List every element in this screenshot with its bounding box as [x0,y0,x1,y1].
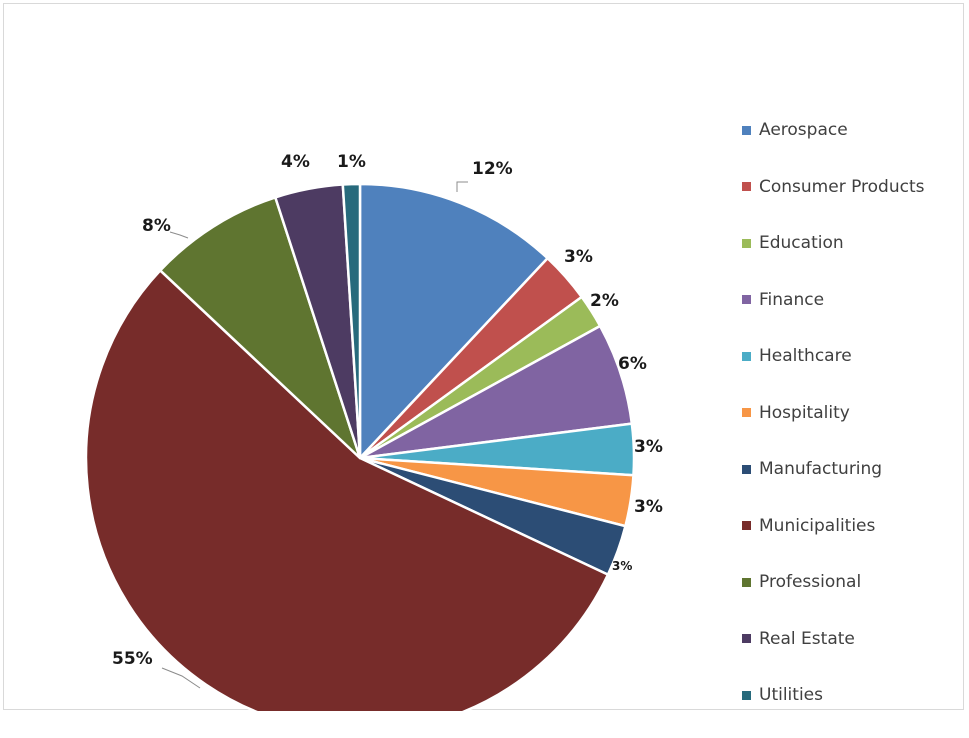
legend-label: Healthcare [759,346,852,366]
legend-label: Finance [759,289,825,310]
legend-swatch [742,464,751,474]
data-label-manufacturing: 3% [612,559,632,573]
legend-label: Professional [759,572,862,592]
data-label-aerospace: 12% [472,159,513,179]
legend-item-aerospace: Aerospace [742,118,848,142]
legend-label: Education [759,233,844,253]
legend-label: Aerospace [759,120,848,140]
pie-slice-professional [159,196,362,460]
leader-line-aerospace [456,181,468,192]
leader-line-professional [169,231,189,239]
legend-label: Utilities [759,685,823,705]
data-label-utilities: 1% [337,152,366,172]
legend-item-real-estate: Real Estate [742,627,855,651]
pie-chart: 12% 3% 2% 6% 3% 3% 3% 55% 8% 4% 1% [84,152,663,711]
legend-swatch [742,690,751,700]
legend-item-municipalities: Municipalities [742,514,875,538]
legend-item-professional: Professional [742,570,861,594]
legend-swatch [742,634,751,643]
legend-swatch [742,351,751,361]
leader-line-municipalities [161,667,201,689]
data-label-professional: 8% [142,216,171,236]
legend-item-consumer-products: Consumer Products [742,175,925,199]
legend-label: Consumer Products [759,176,925,197]
pie-slice-aerospace [358,182,549,460]
data-label-finance: 6% [618,354,647,374]
legend-swatch [742,295,751,304]
legend-swatch [742,182,751,191]
leader-lines [161,181,468,689]
chart-area: 12% 3% 2% 6% 3% 3% 3% 55% 8% 4% 1% Aerospace Consum… [3,3,964,711]
legend-label: Hospitality [759,402,850,423]
legend-swatch [742,577,751,587]
pie-slice-municipalities [84,269,610,711]
legend-item-manufacturing: Manufacturing [742,457,882,481]
pie-slices [84,182,636,711]
data-label-municipalities: 55% [112,649,153,669]
legend-swatch [742,408,751,417]
legend-label: Manufacturing [759,459,883,479]
data-label-healthcare: 3% [634,437,663,457]
legend-swatch [742,125,751,135]
legend-item-finance: Finance [742,288,824,312]
legend-item-education: Education [742,231,844,255]
data-label-hospitality: 3% [634,497,663,517]
data-label-consumer-products: 3% [564,247,593,267]
legend-item-healthcare: Healthcare [742,344,852,368]
pie-slice-utilities [341,182,362,460]
legend-item-utilities: Utilities [742,683,823,707]
legend-label: Municipalities [759,515,876,536]
legend-label: Real Estate [759,628,855,649]
data-labels: 12% 3% 2% 6% 3% 3% 3% 55% 8% 4% 1% [112,152,663,669]
legend-swatch [742,238,751,248]
data-label-real-estate: 4% [281,152,310,172]
data-label-education: 2% [590,291,619,311]
legend-swatch [742,521,751,530]
legend-item-hospitality: Hospitality [742,401,850,425]
